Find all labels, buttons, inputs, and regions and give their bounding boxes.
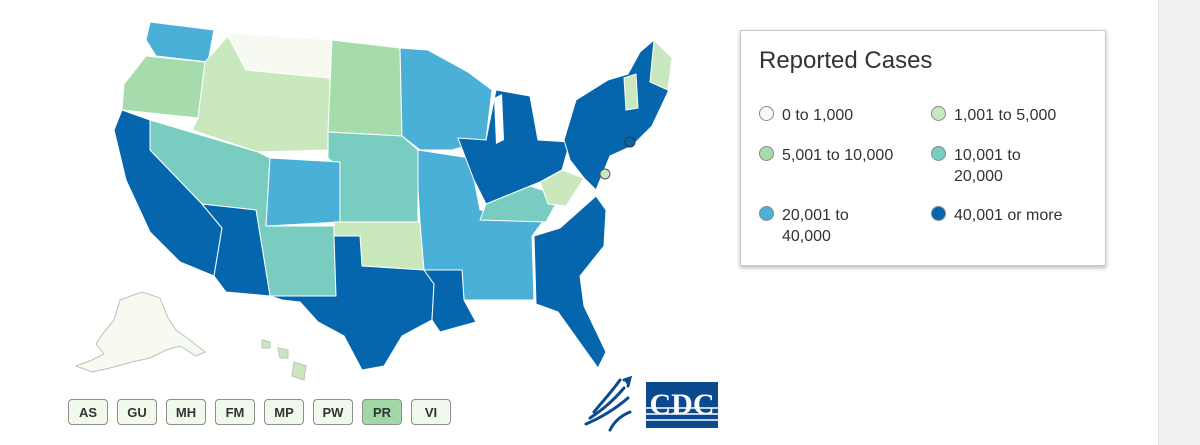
- legend-swatch-icon: [931, 146, 946, 161]
- legend-swatch-icon: [759, 106, 774, 121]
- legend-item[interactable]: 20,001 to 40,000: [759, 205, 929, 247]
- page-scrollbar[interactable]: [1158, 0, 1200, 445]
- territory-button-mh[interactable]: MH: [166, 399, 206, 425]
- nyc-marker[interactable]: [624, 136, 636, 148]
- region-dakotas[interactable]: [327, 39, 403, 137]
- legend-swatch-icon: [931, 106, 946, 121]
- legend-title: Reported Cases: [759, 47, 933, 74]
- region-gulf-south[interactable]: [423, 269, 477, 333]
- region-upper-midwest[interactable]: [399, 47, 493, 151]
- legend-label: 20,001 to 40,000: [782, 207, 849, 245]
- region-vermont[interactable]: [623, 73, 639, 111]
- legend-label: 0 to 1,000: [782, 107, 854, 124]
- region-southeast[interactable]: [533, 195, 607, 369]
- region-northeast[interactable]: [563, 39, 673, 191]
- territory-button-mp[interactable]: MP: [264, 399, 304, 425]
- legend-panel: Reported Cases 0 to 1,000 1,001 to 5,000…: [740, 30, 1106, 266]
- region-texas[interactable]: [269, 235, 435, 371]
- legend-swatch-icon: [931, 206, 946, 221]
- territory-button-vi[interactable]: VI: [411, 399, 451, 425]
- territory-button-as[interactable]: AS: [68, 399, 108, 425]
- region-washington[interactable]: [145, 21, 215, 63]
- legend-item[interactable]: 1,001 to 5,000: [931, 105, 1101, 126]
- legend-label: 5,001 to 10,000: [782, 147, 894, 164]
- region-colorado[interactable]: [265, 157, 341, 227]
- us-map: [74, 21, 673, 381]
- cdc-logo[interactable]: CDC: [646, 382, 718, 428]
- legend-swatch-icon: [759, 206, 774, 221]
- territory-button-pr[interactable]: PR: [362, 399, 402, 425]
- region-central-south[interactable]: [417, 149, 545, 301]
- lake-michigan: [494, 94, 504, 144]
- legend-swatch-icon: [759, 146, 774, 161]
- region-plains[interactable]: [327, 131, 419, 223]
- territory-button-gu[interactable]: GU: [117, 399, 157, 425]
- legend-item[interactable]: 5,001 to 10,000: [759, 145, 929, 166]
- hhs-eagle-logo[interactable]: [584, 375, 633, 432]
- territory-button-pw[interactable]: PW: [313, 399, 353, 425]
- legend-item[interactable]: 40,001 or more: [931, 205, 1101, 226]
- legend-label: 40,001 or more: [954, 207, 1063, 224]
- region-maine[interactable]: [649, 38, 673, 91]
- region-alaska[interactable]: [74, 291, 206, 373]
- region-northwest[interactable]: [121, 55, 206, 119]
- legend-label: 1,001 to 5,000: [954, 107, 1057, 124]
- territory-button-fm[interactable]: FM: [215, 399, 255, 425]
- legend-item[interactable]: 10,001 to 20,000: [931, 145, 1101, 187]
- territory-buttons: AS GU MH FM MP PW PR VI: [68, 399, 460, 425]
- legend-item[interactable]: 0 to 1,000: [759, 105, 929, 126]
- logos: CDC: [584, 375, 718, 432]
- cdc-logo-text: CDC: [650, 388, 715, 421]
- dc-marker[interactable]: [599, 168, 611, 180]
- legend-label: 10,001 to 20,000: [954, 147, 1021, 185]
- region-montana[interactable]: [217, 31, 333, 79]
- region-southwest[interactable]: [201, 203, 271, 297]
- region-hawaii[interactable]: [261, 339, 307, 381]
